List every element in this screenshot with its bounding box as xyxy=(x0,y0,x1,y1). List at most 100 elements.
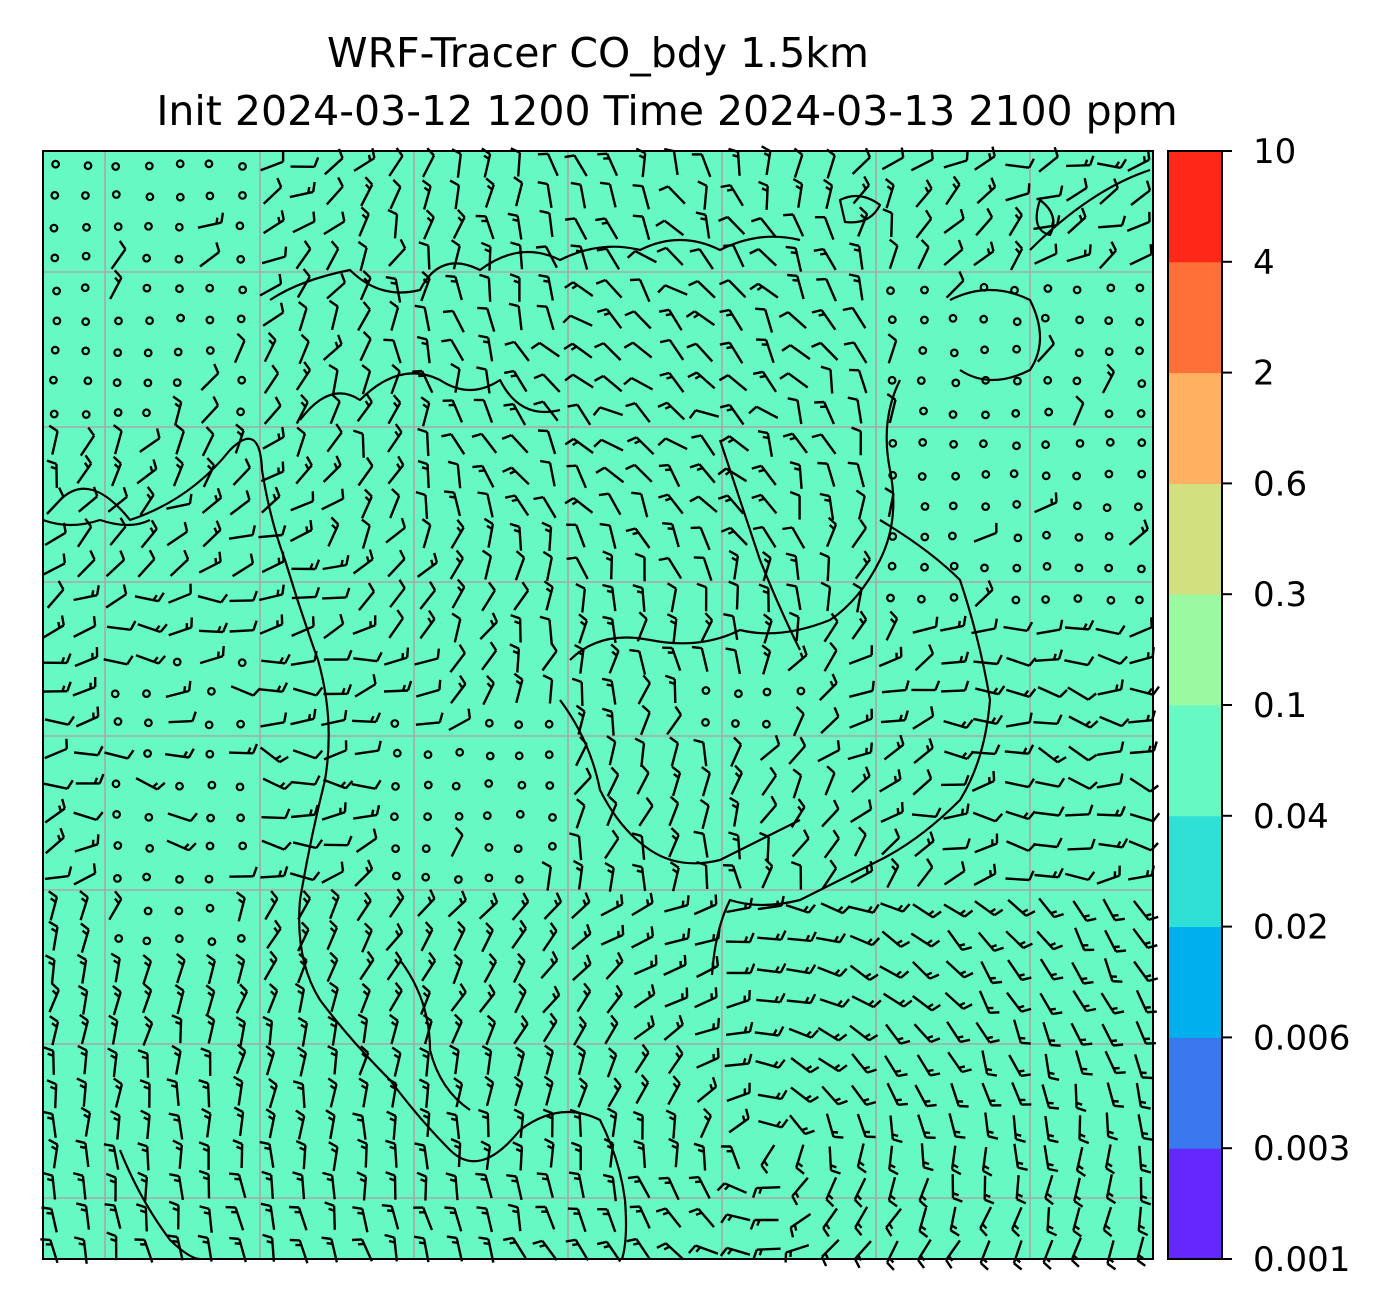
wind-barb xyxy=(42,615,65,639)
wind-barb xyxy=(886,393,897,424)
wind-barb xyxy=(823,178,834,210)
wind-barb xyxy=(637,674,651,705)
wind-barb xyxy=(756,992,786,1004)
wind-barb xyxy=(696,582,708,612)
wind-barb xyxy=(984,1112,999,1140)
wind-barb xyxy=(445,1172,459,1201)
wind-barb xyxy=(289,871,321,882)
wind-barb xyxy=(449,549,464,580)
wind-barb xyxy=(790,860,803,890)
wind-barb xyxy=(817,740,841,763)
wind-barb xyxy=(43,1046,55,1075)
calm-wind-circle xyxy=(919,406,928,416)
calm-wind-circle xyxy=(979,314,989,324)
wind-barb xyxy=(417,427,430,457)
wind-barb xyxy=(563,342,593,359)
calm-wind-circle xyxy=(1104,316,1114,326)
wind-barb xyxy=(943,239,964,267)
colorbar-segment xyxy=(1168,705,1222,817)
calm-wind-circle xyxy=(1044,407,1054,417)
wind-barb xyxy=(45,827,66,855)
wind-barb xyxy=(689,463,716,484)
wind-barb xyxy=(1129,741,1158,755)
wind-barb xyxy=(297,1016,309,1047)
wind-barb xyxy=(76,454,93,484)
wind-barb xyxy=(533,496,557,519)
wind-barb xyxy=(48,890,59,921)
wind-barb xyxy=(971,618,998,635)
wind-barb xyxy=(388,1013,399,1045)
wind-barb xyxy=(419,580,437,610)
wind-barb xyxy=(478,983,496,1013)
wind-barb xyxy=(606,795,618,827)
wind-barb xyxy=(632,584,646,613)
wind-barb xyxy=(756,962,787,974)
wind-barb xyxy=(104,1203,122,1229)
wind-barb xyxy=(1067,207,1087,235)
wind-barb xyxy=(918,1207,929,1238)
wind-barb xyxy=(1037,746,1067,764)
wind-barb xyxy=(415,490,429,520)
wind-barb xyxy=(323,649,353,661)
wind-barb xyxy=(442,399,464,423)
wind-barb xyxy=(888,1145,899,1176)
wind-barb xyxy=(564,373,594,389)
calm-wind-circle xyxy=(205,841,215,851)
wind-barb xyxy=(106,1231,118,1261)
wind-barb xyxy=(168,1200,180,1230)
wind-barb xyxy=(694,928,721,946)
wind-barb xyxy=(381,1204,400,1230)
wind-barb xyxy=(290,156,320,168)
wind-barb xyxy=(1103,958,1123,983)
calm-wind-circle xyxy=(484,718,494,728)
wind-barb xyxy=(664,987,689,1008)
wind-barb xyxy=(971,770,996,792)
wind-barb xyxy=(388,888,405,918)
calm-wind-circle xyxy=(112,874,122,883)
wind-barb xyxy=(48,1138,59,1169)
calm-wind-circle xyxy=(1072,285,1082,295)
wind-barb xyxy=(1074,1083,1087,1113)
calm-wind-circle xyxy=(514,751,524,761)
wind-barb xyxy=(199,646,225,665)
wind-barb xyxy=(472,464,495,488)
wind-barb xyxy=(509,643,521,673)
wind-barb xyxy=(666,705,682,736)
wind-barb xyxy=(199,1205,213,1233)
wind-barb xyxy=(414,648,441,666)
colorbar-tick-label: 2 xyxy=(1253,354,1275,394)
wind-barb xyxy=(752,370,778,393)
wind-barb xyxy=(295,456,313,485)
wind-barb xyxy=(509,273,521,302)
wind-barb xyxy=(168,1112,184,1140)
calm-wind-circle xyxy=(948,410,958,419)
coastline-segment xyxy=(42,518,151,527)
wind-barb xyxy=(720,435,750,452)
wind-barb xyxy=(389,579,406,608)
wind-barb xyxy=(786,963,817,975)
wind-barb xyxy=(325,177,344,206)
wind-barb xyxy=(72,677,97,697)
wind-barb xyxy=(911,960,940,980)
wind-barb xyxy=(296,952,308,984)
wind-barb xyxy=(390,363,401,395)
wind-barb xyxy=(700,612,714,643)
wind-barb xyxy=(696,1047,720,1069)
wind-barb xyxy=(353,148,376,172)
wind-barb xyxy=(597,1208,617,1233)
calm-wind-circle xyxy=(514,874,524,884)
wind-barb xyxy=(76,1077,88,1107)
wind-barb xyxy=(848,273,864,301)
calm-wind-circle xyxy=(81,346,91,356)
wind-barb xyxy=(632,214,651,241)
wind-barb xyxy=(945,960,974,979)
wind-barb xyxy=(416,1171,428,1201)
wind-barb xyxy=(655,1207,682,1229)
wind-barb xyxy=(623,341,653,359)
wind-barb xyxy=(259,614,284,635)
wind-barb xyxy=(788,1027,819,1039)
wind-barb xyxy=(626,436,655,456)
calm-wind-circle xyxy=(114,934,124,943)
wind-barb xyxy=(235,983,249,1014)
wind-barb xyxy=(481,922,494,953)
